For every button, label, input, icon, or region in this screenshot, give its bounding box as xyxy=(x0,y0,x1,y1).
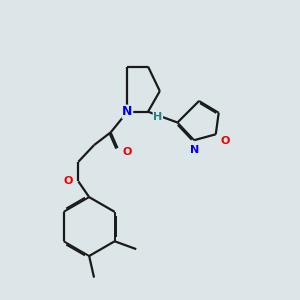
Text: O: O xyxy=(221,136,230,146)
Text: O: O xyxy=(64,176,73,186)
Text: N: N xyxy=(122,105,133,118)
Text: H: H xyxy=(153,112,163,122)
Text: O: O xyxy=(123,147,132,157)
Text: N: N xyxy=(190,145,199,155)
